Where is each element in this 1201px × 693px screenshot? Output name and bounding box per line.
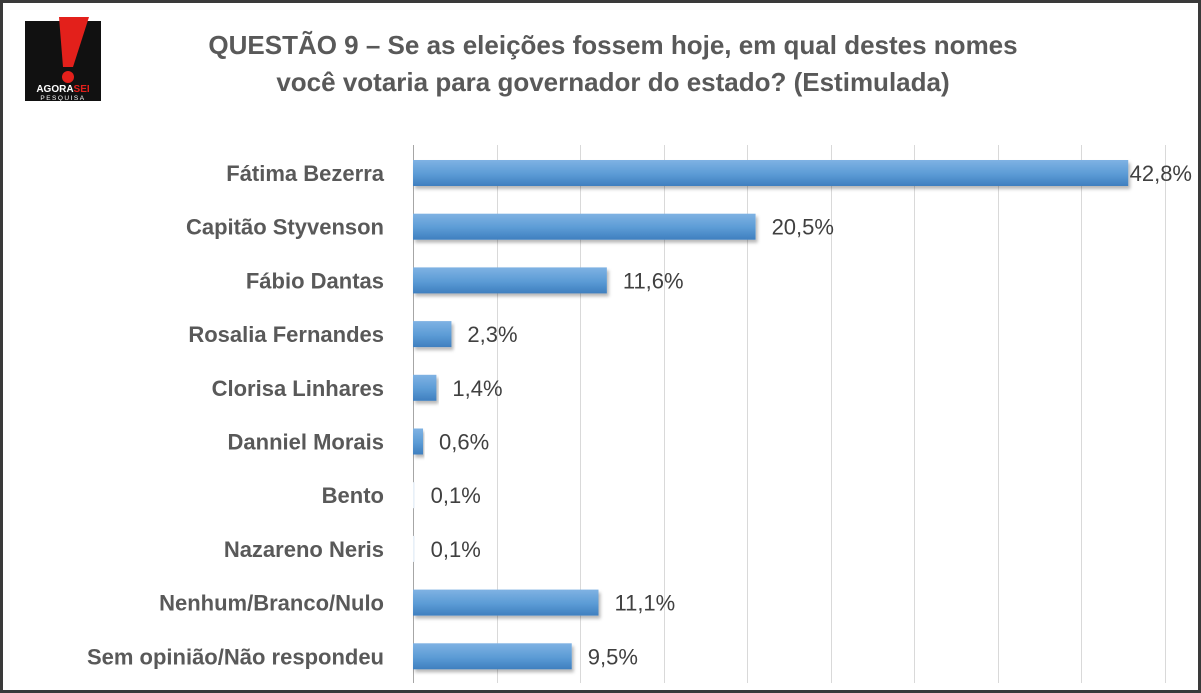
logo-brand-text-1: AGORA [36, 84, 73, 95]
exclamation-icon [59, 17, 89, 83]
bar [413, 374, 437, 401]
value-label: 20,5% [772, 215, 834, 240]
bar [413, 160, 1129, 186]
bar [413, 428, 424, 455]
svg-text:AGORASEI: AGORASEI [36, 84, 90, 95]
category-label: Clorisa Linhares [212, 376, 384, 401]
value-label: 11,6% [623, 268, 684, 293]
bar [413, 213, 756, 240]
chart-title-line-2: você votaria para governador do estado? … [276, 67, 950, 97]
category-label: Bento [322, 483, 384, 508]
category-label: Sem opinião/Não respondeu [87, 644, 384, 669]
value-label: 1,4% [452, 376, 502, 401]
bars [413, 160, 1129, 670]
bar-chart: Fátima Bezerra Capitão Styvenson Fábio Dan… [87, 145, 1192, 683]
bar [413, 267, 607, 294]
category-label: Danniel Morais [228, 430, 384, 455]
logo-tagline: PESQUISA [40, 95, 85, 102]
value-label: 2,3% [467, 322, 517, 347]
logo-brand-text-2: SEI [74, 84, 90, 95]
value-label: 0,6% [439, 430, 489, 455]
bar [413, 482, 415, 509]
category-labels: Fátima Bezerra Capitão Styvenson Fábio Dan… [87, 161, 385, 669]
value-labels: 42,8% 20,5% 11,6% 2,3% 1,4% 0,6% 0,1% 0,1% 11,1%… [431, 161, 1192, 669]
chart-title-line-1: QUESTÃO 9 – Se as eleições fossem hoje, … [208, 30, 1018, 60]
agorasei-logo: AGORASEI PESQUISA [25, 17, 101, 102]
bar [413, 589, 599, 616]
category-label: Capitão Styvenson [186, 215, 384, 240]
category-label: Rosalia Fernandes [188, 322, 384, 347]
category-label: Fátima Bezerra [226, 161, 385, 186]
value-label: 0,1% [431, 483, 481, 508]
bar [413, 535, 415, 562]
bar [413, 643, 572, 670]
value-label: 11,1% [614, 591, 675, 616]
value-label: 9,5% [588, 644, 638, 669]
bar [413, 321, 452, 348]
category-label: Nazareno Neris [224, 537, 384, 562]
chart-title: QUESTÃO 9 – Se as eleições fossem hoje, … [113, 27, 1113, 101]
value-label: 0,1% [431, 537, 481, 562]
category-label: Fábio Dantas [246, 268, 384, 293]
value-label: 42,8% [1130, 161, 1192, 186]
category-label: Nenhum/Branco/Nulo [159, 591, 384, 616]
